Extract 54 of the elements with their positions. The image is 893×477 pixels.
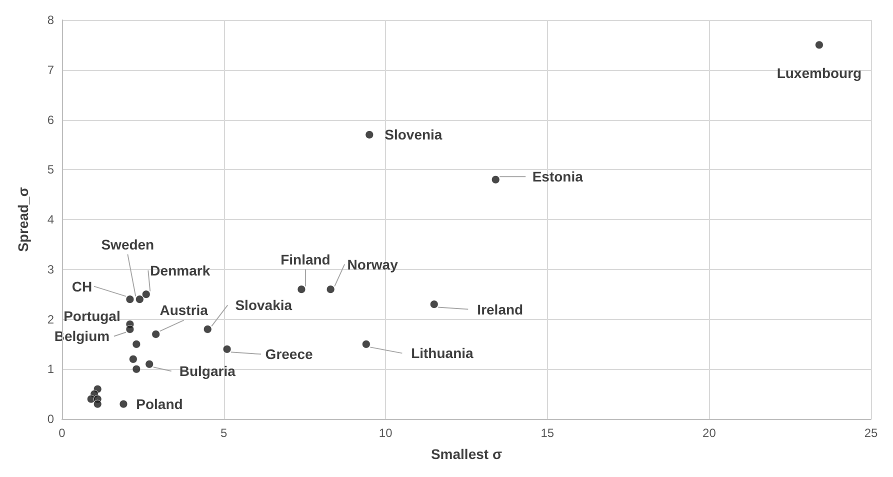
annotation: Slovenia [384, 126, 442, 143]
point [135, 295, 144, 304]
annotation: Portugal [64, 308, 120, 324]
x-axis-title: Smallest σ [430, 446, 502, 462]
y-tick-label: 6 [47, 112, 54, 127]
annotation: Greece [265, 346, 313, 362]
annotation: Norway [347, 256, 398, 272]
y-tick-label: 5 [47, 162, 54, 177]
point [430, 300, 438, 309]
point [119, 400, 128, 408]
point [126, 324, 134, 334]
annotation: Slovakia [235, 297, 292, 314]
x-tick-label: 5 [220, 426, 228, 440]
annotation: Bulgaria [179, 363, 236, 380]
point [362, 340, 370, 348]
y-tick-label: 8 [47, 13, 54, 27]
y-tick-label: 7 [47, 62, 54, 77]
point [126, 295, 134, 304]
x-tick-label: 15 [540, 426, 554, 440]
annotation: Denmark [150, 262, 210, 278]
x-tick-label: 25 [864, 426, 878, 440]
annotation: Ireland [477, 301, 524, 318]
annotation: Poland [136, 396, 183, 412]
y-tick-label: 1 [47, 362, 54, 376]
annotation: Sweden [101, 236, 154, 252]
x-tick-label: 0 [58, 426, 66, 440]
point [142, 290, 150, 299]
y-tick-label: 2 [47, 312, 54, 326]
point [491, 175, 500, 184]
x-tick-label: 20 [702, 426, 716, 440]
annotation: Finland [280, 251, 330, 268]
annotation: Belgium [54, 328, 110, 344]
point [203, 324, 212, 334]
y-tick-label: 3 [47, 262, 54, 276]
point [814, 40, 824, 50]
annotation: Austria [160, 302, 208, 318]
point [132, 364, 141, 374]
point [93, 400, 102, 408]
point [222, 344, 232, 354]
point [365, 130, 374, 139]
point [132, 340, 141, 348]
point [152, 330, 160, 338]
point [326, 285, 335, 294]
point [145, 360, 154, 368]
annotation: Luxembourg [776, 64, 862, 81]
y-axis-title: Spread_σ [15, 186, 31, 252]
point [128, 354, 138, 364]
y-tick-label: 4 [47, 212, 54, 226]
annotation: Lithuania [411, 345, 474, 362]
annotation: CH [72, 278, 92, 294]
point [297, 285, 306, 294]
x-tick-label: 10 [378, 426, 393, 440]
y-tick-label: 0 [47, 412, 54, 426]
annotation: Estonia [532, 168, 584, 185]
